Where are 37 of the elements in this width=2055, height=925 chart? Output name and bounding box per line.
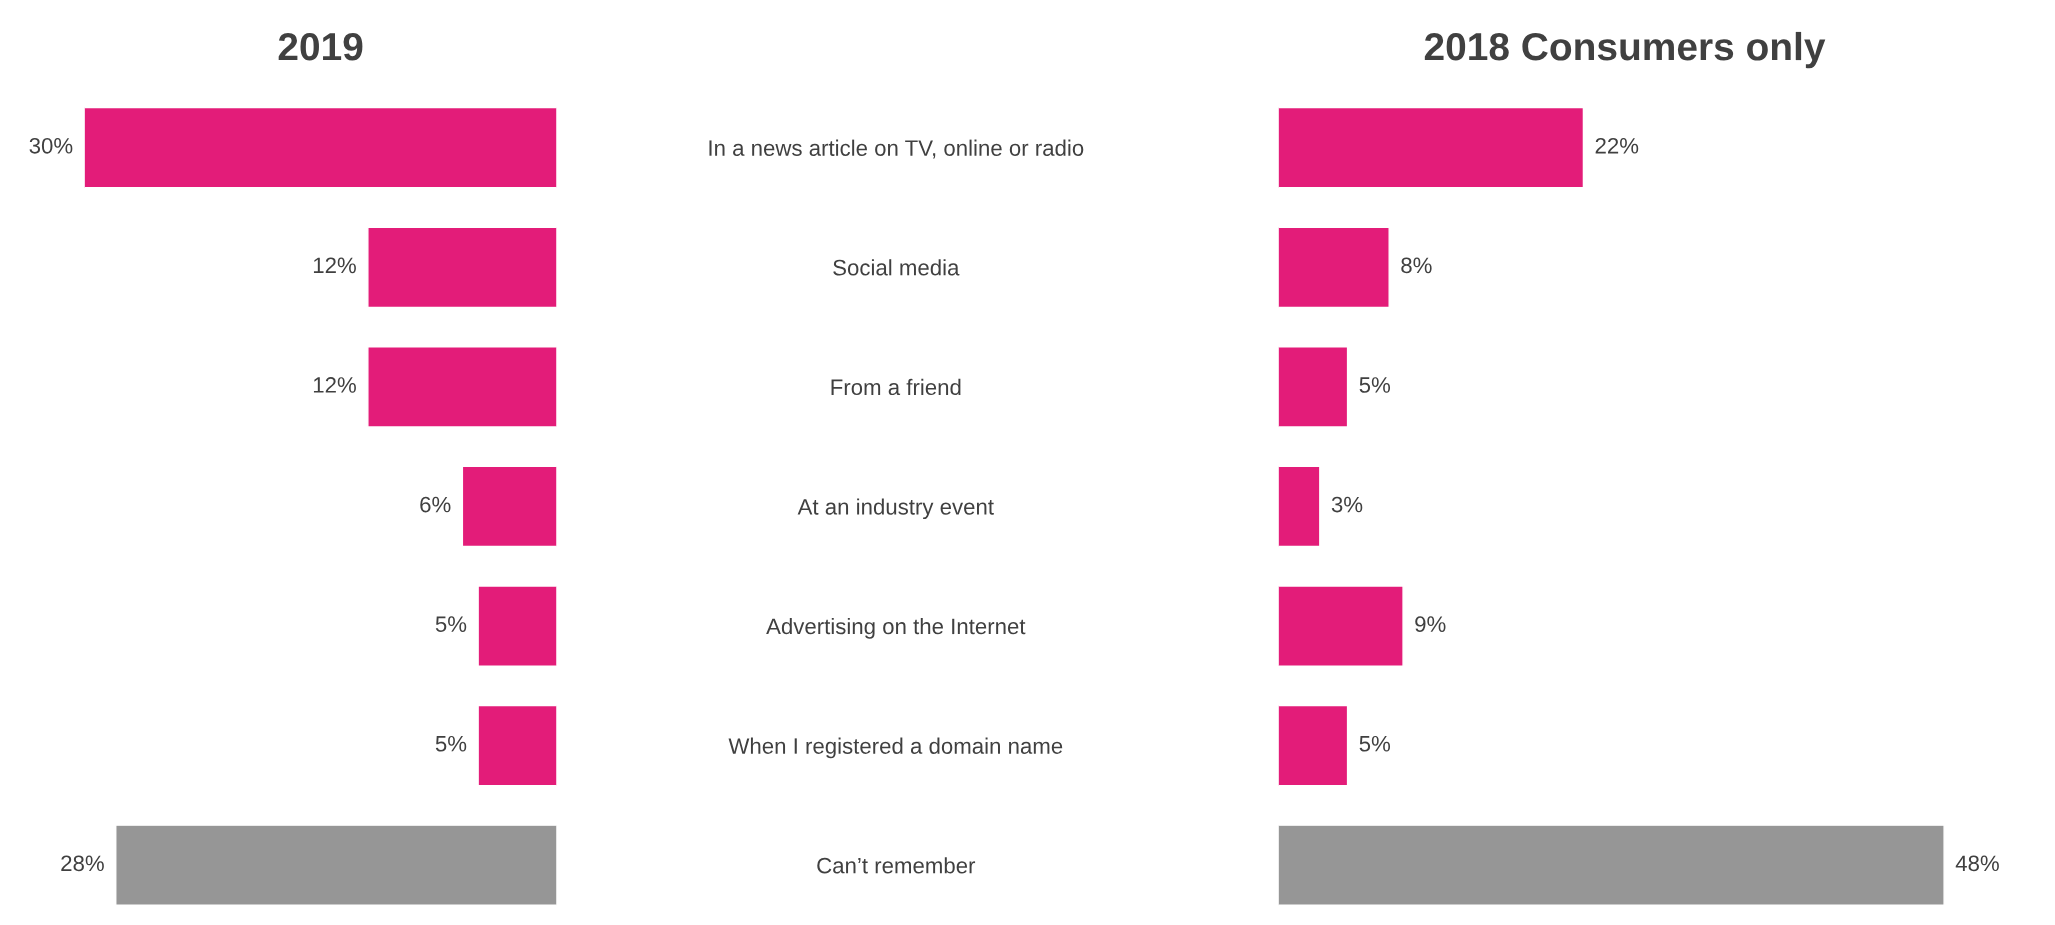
chart-title: 2018 Consumers only xyxy=(1424,31,1826,69)
bar xyxy=(1278,465,1321,548)
bar xyxy=(1278,226,1390,309)
bar xyxy=(367,226,557,309)
y-tick-label: Advertising on the Internet xyxy=(766,617,1026,639)
data-label: 9% xyxy=(1415,616,1446,632)
data-label: 5% xyxy=(1359,735,1391,752)
data-label: 3% xyxy=(1331,496,1363,513)
data-label: 8% xyxy=(1401,257,1432,274)
bar xyxy=(1278,346,1349,428)
data-label: 5% xyxy=(435,735,467,752)
bar xyxy=(1278,585,1404,667)
data-label: 6% xyxy=(420,496,451,513)
bar xyxy=(1278,704,1349,787)
y-tick-label: In a news article on TV, online or radio xyxy=(709,139,1084,159)
bar xyxy=(477,704,557,787)
bar xyxy=(1278,824,1945,906)
bar xyxy=(367,346,557,428)
data-label: 12% xyxy=(313,377,356,393)
y-tick-label: When I registered a domain name xyxy=(728,737,1063,759)
bar xyxy=(477,585,557,667)
bar xyxy=(1278,106,1585,189)
data-label: 28% xyxy=(61,855,104,872)
data-label: 22% xyxy=(1595,137,1639,154)
data-label: 5% xyxy=(435,616,467,632)
bar xyxy=(115,824,557,906)
y-tick-label: Social media xyxy=(833,259,960,276)
data-label: 5% xyxy=(1359,377,1391,393)
data-label: 48% xyxy=(1955,855,1999,872)
bar xyxy=(461,465,557,548)
data-label: 12% xyxy=(313,257,356,274)
chart-title: 2019 xyxy=(278,32,363,61)
data-label: 30% xyxy=(29,137,73,154)
y-tick-label: Can’t remember xyxy=(817,857,976,874)
bar xyxy=(84,106,557,189)
y-tick-label: From a friend xyxy=(831,378,961,396)
y-tick-label: At an industry event xyxy=(797,498,994,520)
